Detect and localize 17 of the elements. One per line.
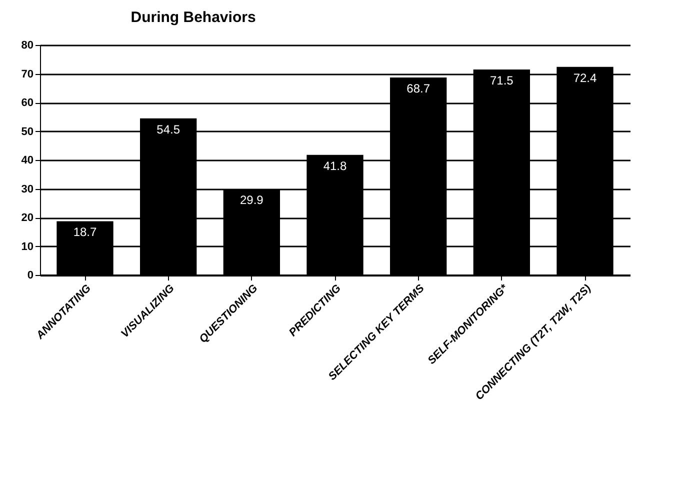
data-label: 68.7	[406, 81, 430, 96]
y-tick-label: 50	[21, 126, 34, 138]
y-tick-label: 0	[27, 270, 34, 282]
y-tick-label: 80	[21, 40, 34, 52]
data-label: 18.7	[73, 225, 97, 240]
data-label: 72.4	[573, 70, 597, 85]
y-tick-label: 70	[21, 68, 34, 80]
data-label: 71.5	[490, 73, 514, 88]
y-tick-label: 40	[21, 154, 34, 166]
chart-title: During Behaviors	[130, 9, 256, 26]
y-tick-label: 60	[21, 97, 34, 109]
data-label: 29.9	[240, 193, 264, 208]
data-label: 54.5	[156, 122, 180, 136]
y-tick-label: 10	[21, 240, 34, 253]
y-tick-label: 20	[21, 212, 34, 224]
y-tick-label: 30	[21, 183, 34, 196]
data-label: 41.8	[323, 158, 347, 173]
